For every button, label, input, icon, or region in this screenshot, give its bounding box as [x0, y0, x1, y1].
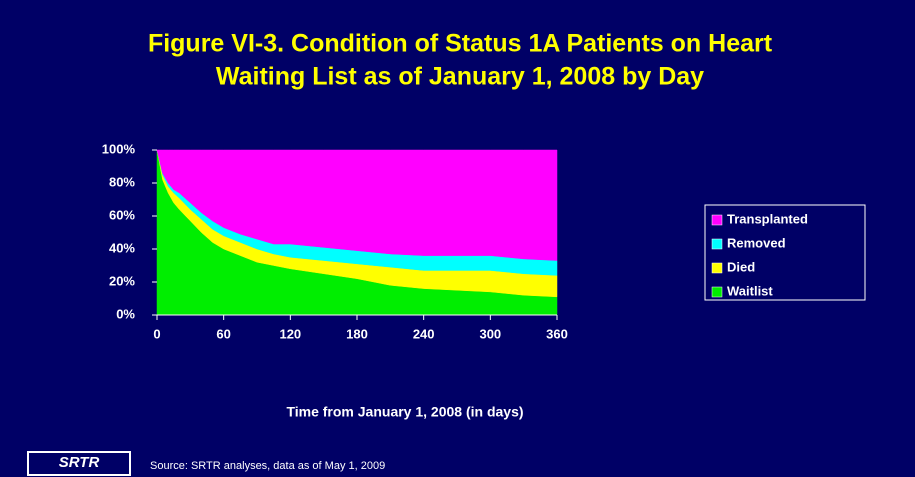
- y-tick-label: 40%: [109, 240, 135, 255]
- legend-swatch: [711, 286, 723, 298]
- logo: SRTR: [59, 454, 100, 471]
- legend-label: Waitlist: [727, 283, 773, 298]
- logo-box: [27, 451, 131, 476]
- y-tick-label: 60%: [109, 207, 135, 222]
- y-tick-label: 80%: [109, 174, 135, 189]
- area: [156, 149, 558, 261]
- y-tick-label: 100%: [102, 141, 136, 156]
- legend-swatch: [711, 214, 723, 226]
- y-tick-label: 20%: [109, 273, 135, 288]
- legend-label: Removed: [727, 235, 786, 250]
- x-tick-label: 240: [413, 326, 435, 341]
- x-tick-label: 360: [546, 326, 568, 341]
- y-tick-label: 0%: [116, 306, 135, 321]
- x-tick-label: 120: [279, 326, 301, 341]
- x-axis-label: Time from January 1, 2008 (in days): [286, 404, 523, 420]
- source: Source: SRTR analyses, data as of May 1,…: [150, 460, 385, 472]
- x-tick-label: 180: [346, 326, 368, 341]
- x-tick-label: 300: [479, 326, 501, 341]
- legend-label: Transplanted: [727, 211, 808, 226]
- legend-label: Died: [727, 259, 755, 274]
- chart-title: Figure VI-3. Condition of Status 1A Pati…: [148, 30, 773, 58]
- x-tick-label: 60: [216, 326, 230, 341]
- legend-swatch: [711, 238, 723, 250]
- x-tick-label: 0: [153, 326, 160, 341]
- chart-title: Waiting List as of January 1, 2008 by Da…: [216, 63, 704, 91]
- legend-box: [704, 204, 866, 301]
- legend-swatch: [711, 262, 723, 274]
